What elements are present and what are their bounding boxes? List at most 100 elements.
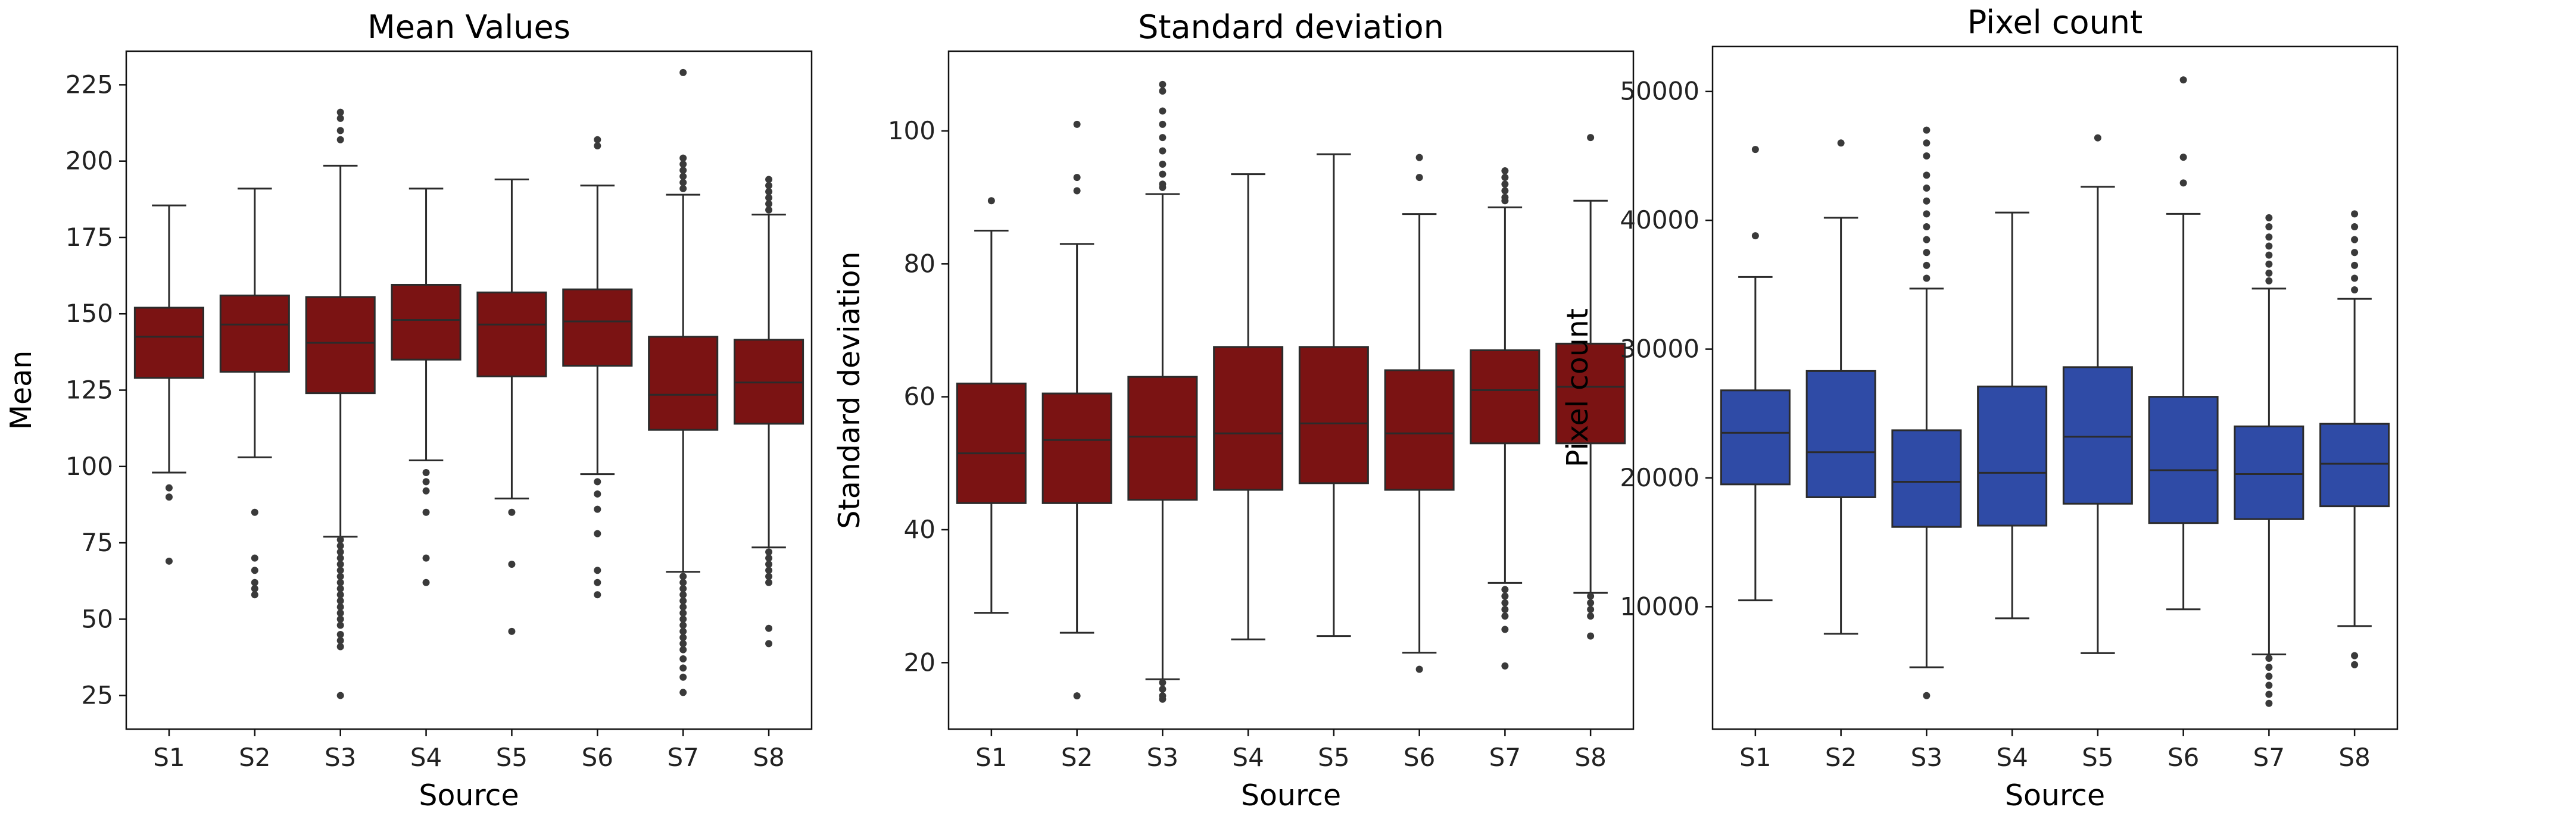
outlier-point bbox=[765, 624, 773, 632]
outlier-point bbox=[1587, 599, 1595, 606]
outlier-point bbox=[2094, 134, 2101, 142]
chart-panel-1: Mean Values 25 50 75 100 125 150 175 200 225 S1 S2 S… bbox=[4, 8, 813, 812]
outlier-point bbox=[336, 692, 344, 699]
outlier-point bbox=[1923, 210, 1931, 218]
chart-panel-3: Pixel count 10000 20000 30000 40000 50000 S1 S2… bbox=[1561, 4, 2399, 812]
outlier-point bbox=[422, 508, 430, 516]
box-S8 bbox=[2319, 210, 2390, 668]
box-S1 bbox=[1720, 146, 1791, 602]
outlier-point bbox=[2351, 652, 2359, 659]
outlier-point bbox=[1923, 236, 1931, 243]
iqr-box bbox=[133, 307, 204, 379]
outlier-point bbox=[1923, 261, 1931, 269]
outlier-point bbox=[679, 579, 687, 586]
outlier-point bbox=[251, 567, 258, 574]
outlier-point bbox=[1587, 592, 1595, 600]
outlier-point bbox=[1073, 187, 1081, 195]
outlier-point bbox=[1159, 160, 1167, 168]
outlier-point bbox=[679, 627, 687, 635]
y-tick-label: 75 bbox=[82, 528, 113, 557]
x-tick-label: S3 bbox=[1911, 743, 1942, 772]
x-tick-label: S2 bbox=[1061, 743, 1093, 772]
outlier-point bbox=[2351, 236, 2359, 243]
outlier-point bbox=[594, 591, 601, 599]
outlier-point bbox=[336, 536, 344, 543]
outlier-point bbox=[336, 114, 344, 122]
outlier-point bbox=[1159, 87, 1167, 95]
outlier-point bbox=[422, 487, 430, 495]
outlier-point bbox=[1751, 232, 1759, 240]
outlier-point bbox=[2265, 233, 2273, 241]
outlier-point bbox=[1415, 665, 1423, 673]
outlier-point bbox=[1501, 612, 1509, 620]
outlier-point bbox=[2351, 210, 2359, 218]
outlier-point bbox=[336, 643, 344, 651]
chart-title: Mean Values bbox=[367, 8, 570, 46]
outlier-point bbox=[679, 673, 687, 681]
x-tick-label: S1 bbox=[975, 743, 1007, 772]
box-S3 bbox=[1891, 126, 1962, 699]
y-tick-label: 40000 bbox=[1620, 205, 1699, 235]
outlier-point bbox=[679, 160, 687, 168]
outlier-point bbox=[336, 548, 344, 556]
outlier-point bbox=[679, 179, 687, 186]
outlier-point bbox=[508, 508, 516, 516]
outlier-point bbox=[165, 493, 173, 501]
iqr-box bbox=[476, 291, 547, 377]
outlier-point bbox=[2265, 681, 2273, 689]
outlier-point bbox=[679, 603, 687, 611]
y-tick-label: 175 bbox=[66, 223, 113, 252]
plot-frame bbox=[1711, 45, 2399, 730]
box-S6 bbox=[562, 136, 633, 599]
iqr-box bbox=[1298, 346, 1369, 484]
outlier-point bbox=[1923, 274, 1931, 282]
box-S5 bbox=[1298, 153, 1369, 637]
outlier-point bbox=[1923, 197, 1931, 205]
outlier-point bbox=[765, 579, 773, 586]
outlier-point bbox=[2265, 269, 2273, 277]
y-tick-label: 30000 bbox=[1620, 334, 1699, 364]
outlier-point bbox=[679, 640, 687, 648]
outlier-point bbox=[1073, 120, 1081, 128]
iqr-box bbox=[2148, 396, 2219, 524]
outlier-point bbox=[765, 554, 773, 562]
x-axis-label: Source bbox=[419, 779, 519, 812]
outlier-point bbox=[1587, 612, 1595, 620]
outlier-point bbox=[1159, 679, 1167, 686]
box-S1 bbox=[956, 197, 1027, 614]
outlier-point bbox=[594, 136, 601, 143]
outlier-point bbox=[2265, 664, 2273, 671]
box-S4 bbox=[391, 187, 461, 586]
outlier-point bbox=[1923, 692, 1931, 699]
outlier-point bbox=[2351, 286, 2359, 294]
outlier-point bbox=[1159, 134, 1167, 142]
iqr-box bbox=[1041, 392, 1112, 504]
iqr-box bbox=[391, 283, 461, 361]
iqr-box bbox=[305, 296, 376, 395]
outlier-point bbox=[2179, 154, 2187, 161]
outlier-point bbox=[2265, 673, 2273, 680]
outlier-point bbox=[165, 484, 173, 492]
box-S2 bbox=[1805, 139, 1876, 635]
outlier-point bbox=[2265, 214, 2273, 221]
outlier-point bbox=[1923, 185, 1931, 192]
box-S4 bbox=[1213, 173, 1284, 640]
outlier-point bbox=[508, 560, 516, 568]
outlier-point bbox=[679, 609, 687, 617]
box-S3 bbox=[1127, 80, 1198, 703]
outlier-point bbox=[1159, 183, 1167, 191]
outlier-point bbox=[679, 664, 687, 672]
outlier-point bbox=[336, 136, 344, 143]
iqr-box bbox=[648, 336, 719, 431]
outlier-point bbox=[679, 185, 687, 192]
x-tick-label: S5 bbox=[1318, 743, 1349, 772]
y-tick-label: 50000 bbox=[1620, 77, 1699, 106]
outlier-point bbox=[1923, 152, 1931, 160]
outlier-point bbox=[336, 591, 344, 599]
outlier-point bbox=[2265, 277, 2273, 284]
x-tick-label: S7 bbox=[2253, 743, 2285, 772]
outlier-point bbox=[1587, 632, 1595, 640]
plot-frame bbox=[947, 50, 1635, 730]
outlier-point bbox=[679, 655, 687, 662]
